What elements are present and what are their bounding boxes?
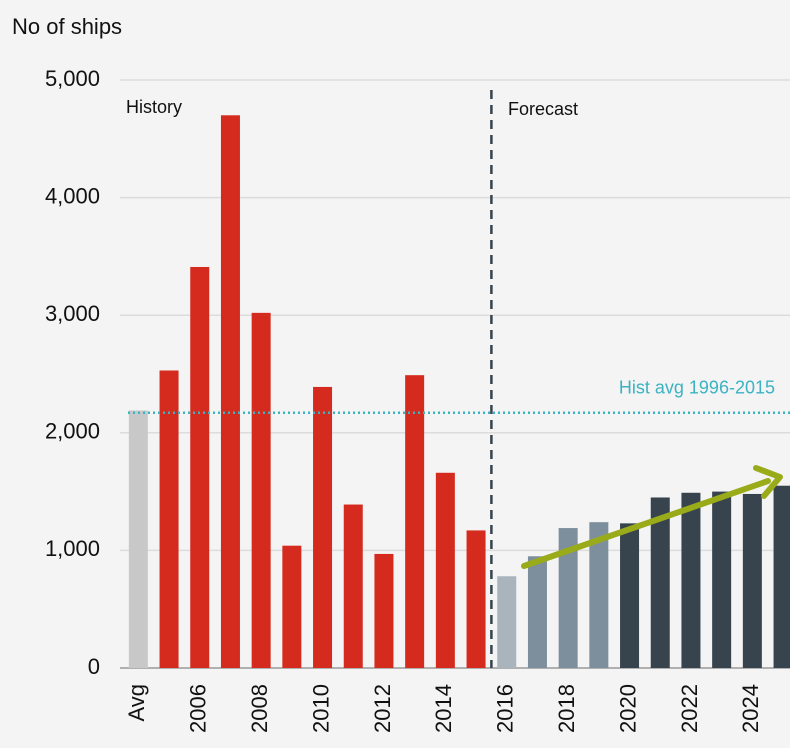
x-tick-label: 2016	[493, 684, 518, 733]
reference-label: Hist avg 1996-2015	[619, 378, 775, 398]
bar	[497, 576, 517, 668]
y-tick-label: 2,000	[45, 419, 100, 444]
y-tick-label: 5,000	[45, 66, 100, 91]
x-tick-label: 2008	[247, 684, 272, 733]
bar	[220, 115, 240, 668]
x-tick-label: 2012	[370, 684, 395, 733]
x-tick-label: 2022	[677, 684, 702, 733]
bar	[620, 523, 640, 668]
bar	[251, 312, 271, 668]
x-tick-label: 2024	[738, 684, 763, 733]
bar	[527, 556, 547, 668]
y-tick-label: 4,000	[45, 183, 100, 208]
bar	[282, 545, 302, 668]
x-tick-label: 2018	[554, 684, 579, 733]
x-tick-label: Avg	[124, 684, 149, 722]
y-axis-label: No of ships	[12, 14, 122, 39]
bar	[374, 553, 394, 668]
x-tick-label: 2014	[431, 684, 456, 733]
history-label: History	[126, 97, 182, 117]
bar	[773, 485, 790, 668]
bar	[712, 491, 732, 668]
y-tick-label: 0	[88, 654, 100, 679]
y-tick-label: 1,000	[45, 536, 100, 561]
bar	[159, 370, 179, 668]
y-tick-label: 3,000	[45, 301, 100, 326]
bar	[558, 528, 578, 668]
bar	[589, 522, 609, 668]
x-tick-label: 2010	[308, 684, 333, 733]
x-tick-label: 2020	[615, 684, 640, 733]
bar	[435, 472, 455, 668]
bar	[343, 504, 363, 668]
bar	[466, 530, 486, 668]
bar	[742, 493, 762, 668]
bar	[128, 410, 148, 668]
bar	[190, 266, 210, 668]
bar	[313, 386, 333, 668]
trend-arrow	[521, 478, 771, 569]
trend-arrowhead	[753, 465, 783, 499]
x-tick-label: 2006	[186, 684, 211, 733]
bar	[681, 492, 701, 668]
bar	[405, 375, 425, 668]
bar	[650, 497, 670, 668]
forecast-label: Forecast	[508, 99, 578, 119]
